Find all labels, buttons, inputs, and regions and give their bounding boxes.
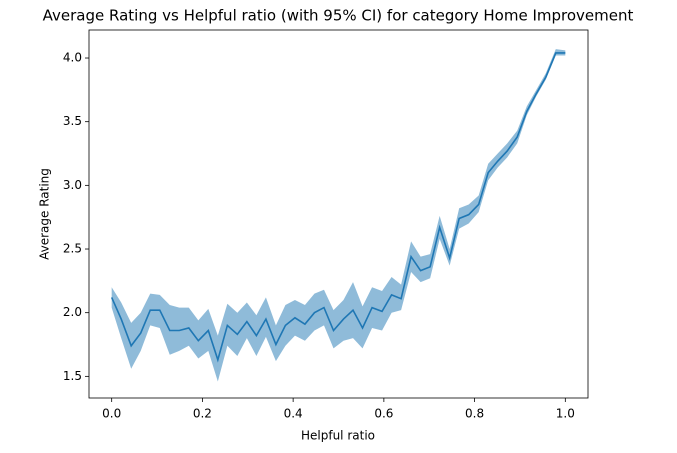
x-tick-label: 1.0 bbox=[556, 407, 575, 421]
y-tick-label: 1.5 bbox=[63, 369, 82, 383]
x-axis-label: Helpful ratio bbox=[301, 429, 375, 443]
x-tick-label: 0.4 bbox=[284, 407, 303, 421]
y-axis-label: Average Rating bbox=[38, 168, 52, 260]
plot-frame bbox=[88, 29, 589, 399]
x-tick-label: 0.8 bbox=[465, 407, 484, 421]
y-tick-label: 3.5 bbox=[63, 114, 82, 128]
y-tick-label: 2.5 bbox=[63, 242, 82, 256]
y-tick-label: 4.0 bbox=[63, 51, 82, 65]
x-tick-label: 0.2 bbox=[193, 407, 212, 421]
chart-title: Average Rating vs Helpful ratio (with 95… bbox=[43, 7, 634, 25]
x-tick-label: 0.6 bbox=[374, 407, 393, 421]
y-tick-label: 2.0 bbox=[63, 305, 82, 319]
y-tick-label: 3.0 bbox=[63, 178, 82, 192]
mean-line bbox=[110, 52, 566, 363]
confidence-band bbox=[111, 49, 566, 382]
x-tick-label: 0.0 bbox=[102, 407, 121, 421]
